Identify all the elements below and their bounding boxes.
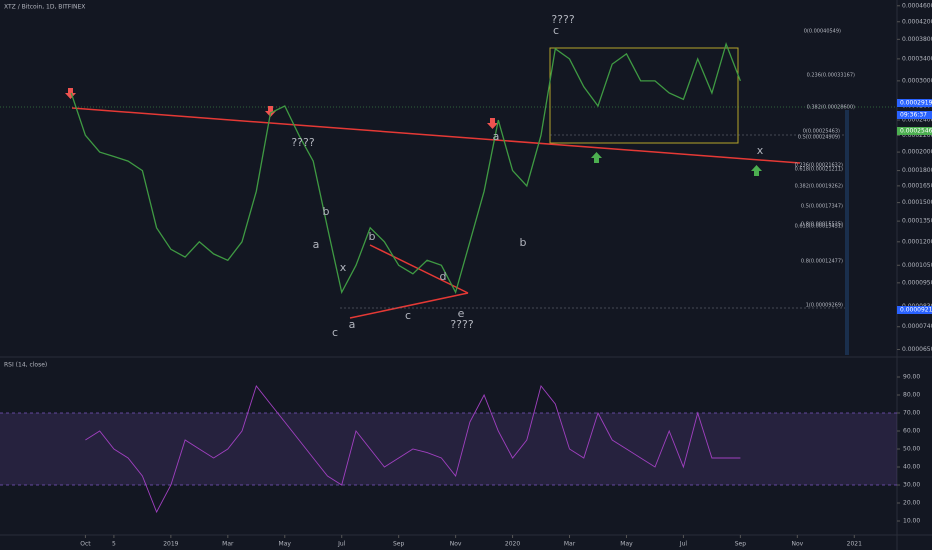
y-tick-label: 0.00038000 (902, 36, 932, 43)
rsi-line (85, 385, 741, 514)
x-tick-label: 5 (112, 541, 116, 548)
fib-label: 0.8(0.00015525) (801, 222, 843, 228)
fib-label: 0.236(0.00033167) (807, 73, 855, 79)
y-tick-label: 0.00007400 (902, 323, 932, 330)
arrow-up (751, 165, 762, 176)
price-badge (897, 99, 932, 107)
wave-label: b (369, 230, 376, 243)
fib-label: 1(0.00009269) (806, 303, 843, 309)
arrow-up (591, 152, 602, 163)
fib-label: 0(0.00040549) (804, 29, 841, 35)
rsi-y-tick-label: 10.00 (903, 518, 920, 525)
wave-label: b (520, 236, 527, 249)
fib-label: 0.382(0.00019262) (795, 184, 843, 190)
arrow-down (265, 106, 276, 117)
fib-label: 0.382(0.00028600) (807, 105, 855, 111)
wave-label: ???? (291, 136, 315, 149)
wave-label: b (323, 205, 330, 218)
wave-label: x (340, 261, 347, 274)
wave-label: a (349, 318, 356, 331)
rsi-y-tick-label: 50.00 (903, 446, 920, 453)
price-line (70, 41, 742, 295)
y-tick-label: 0.00009500 (902, 279, 932, 286)
y-tick-label: 0.00016500 (902, 182, 932, 189)
fib-label: 0.236(0.00021632) (795, 163, 843, 169)
x-tick-label: Nov (791, 541, 803, 548)
y-tick-label: 0.00046000 (902, 2, 932, 9)
fib-label: 0.8(0.00012477) (801, 259, 843, 265)
y-tick-label: 0.00006500 (902, 346, 932, 353)
y-tick-label: 0.00030000 (902, 77, 932, 84)
rsi-y-tick-label: 90.00 (903, 374, 920, 381)
y-tick-label: 0.00010500 (902, 262, 932, 269)
x-tick-label: Mar (222, 541, 234, 548)
x-tick-label: 2020 (505, 541, 520, 548)
y-tick-label: 0.00034000 (902, 55, 932, 62)
price-badge (897, 306, 932, 314)
triangle-line (349, 292, 469, 319)
wave-label: c (405, 309, 411, 322)
price-badge (897, 111, 932, 119)
rsi-title: RSI (14, close) (4, 362, 47, 369)
y-tick-label: 0.00012000 (902, 238, 932, 245)
range-box (549, 47, 739, 144)
arrow-down (65, 88, 76, 99)
rsi-y-tick-label: 40.00 (903, 464, 920, 471)
x-tick-label: Jul (337, 541, 346, 548)
x-tick-label: Mar (564, 541, 576, 548)
chart-title: XTZ / Bitcoin, 1D, BITFINEX (4, 4, 85, 11)
x-tick-label: May (620, 541, 633, 548)
x-tick-label: 2021 (847, 541, 862, 548)
price-badge-label: 0.00009213 (900, 307, 932, 314)
x-tick-label: May (279, 541, 292, 548)
trend-line (71, 107, 801, 164)
x-tick-label: Nov (450, 541, 462, 548)
x-tick-label: Sep (735, 541, 747, 548)
fib-label: 0.618(0.00015431) (795, 224, 843, 230)
price-badge (897, 127, 932, 135)
rsi-y-tick-label: 70.00 (903, 410, 920, 417)
wave-label: c (553, 24, 559, 37)
y-tick-label: 0.00020000 (902, 149, 932, 156)
y-tick-label: 0.00024000 (902, 117, 932, 124)
wave-label: ???? (450, 318, 474, 331)
price-badge-label: 09:36:37 (900, 112, 927, 119)
rsi-y-tick-label: 20.00 (903, 500, 920, 507)
wave-label: a (313, 238, 320, 251)
x-tick-label: 2019 (163, 541, 178, 548)
wave-label: c (332, 326, 338, 339)
y-tick-label: 0.00022000 (902, 132, 932, 139)
wave-label: ???? (551, 13, 575, 26)
rsi-band (0, 413, 897, 485)
price-badge-label: 0.00025463 (900, 128, 932, 135)
price-badge-label: 0.00029199 (900, 100, 932, 107)
fib-label: 0.5(0.00017347) (801, 204, 843, 210)
rsi-y-tick-label: 30.00 (903, 482, 920, 489)
wave-label: x (757, 144, 764, 157)
wave-label: a (493, 130, 500, 143)
arrow-down (487, 118, 498, 129)
rsi-y-tick-label: 80.00 (903, 392, 920, 399)
wave-label: e (458, 307, 465, 320)
fib-label: 0(0.00025463) (803, 129, 840, 135)
fib-label: 0.5(0.00024909) (798, 135, 840, 141)
y-tick-label: 0.00013500 (902, 218, 932, 225)
x-tick-label: Sep (393, 541, 405, 548)
x-tick-label: Oct (80, 541, 91, 548)
y-tick-label: 0.00042000 (902, 18, 932, 25)
fib-label: 0.618(0.00021211) (795, 167, 843, 173)
y-tick-label: 0.00018000 (902, 167, 932, 174)
x-tick-label: Jul (679, 541, 688, 548)
fib-bar (845, 110, 849, 355)
wave-label: d (440, 270, 447, 283)
y-tick-label: 0.00015000 (902, 199, 932, 206)
rsi-y-tick-label: 60.00 (903, 428, 920, 435)
